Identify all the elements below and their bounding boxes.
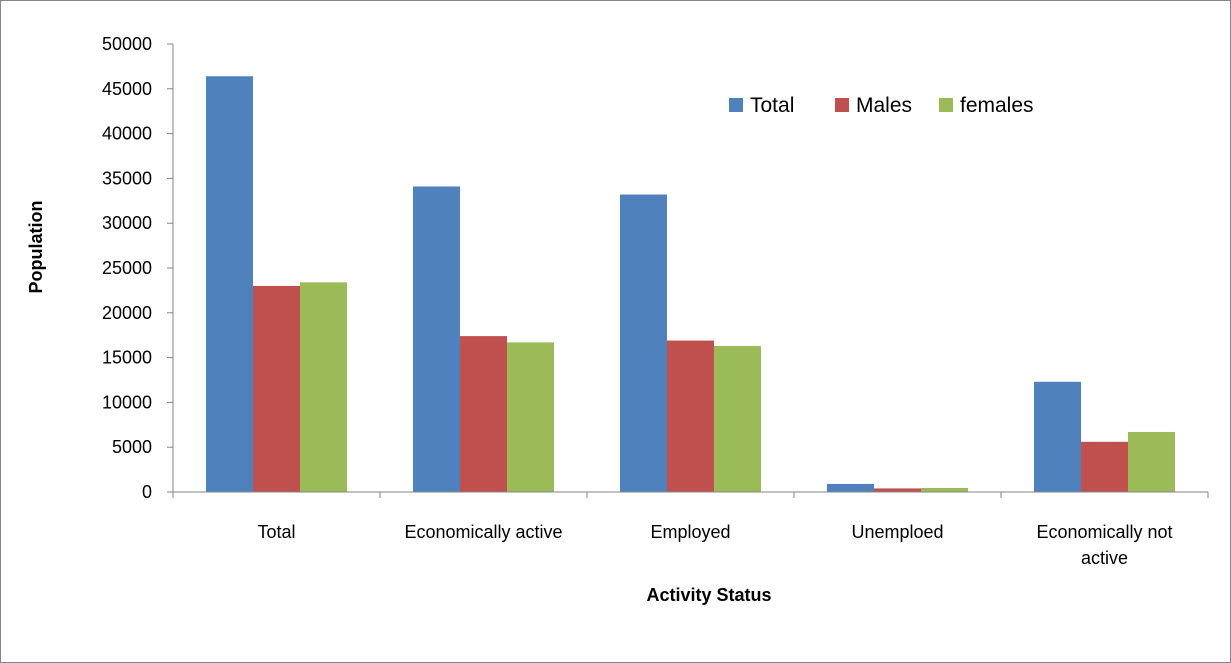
bar-total-3: [827, 483, 874, 492]
x-tick-label: Unemploed: [851, 522, 943, 542]
bars: [206, 76, 1175, 493]
y-axis-ticks: 0 5000 10000 15000 20000 25000 30000 35000 40000…: [102, 34, 173, 502]
bar-females-0: [300, 282, 347, 492]
y-tick-label: 5000: [112, 437, 152, 457]
y-tick-label: 15000: [102, 348, 152, 368]
bar-females-1: [507, 342, 554, 492]
bar-males-4: [1081, 441, 1128, 492]
y-tick-label: 50000: [102, 34, 152, 54]
legend-swatch-males: [835, 98, 849, 112]
y-tick-label: 25000: [102, 258, 152, 278]
bar-females-3: [921, 487, 968, 492]
bar-males-1: [460, 336, 507, 492]
y-axis-title: Population: [26, 201, 46, 294]
x-tick-label: Total: [257, 522, 295, 542]
x-axis-ticks: Total Economically active Employed Unemploe…: [172, 492, 1209, 568]
y-tick-label: 45000: [102, 79, 152, 99]
y-tick-label: 10000: [102, 392, 152, 412]
legend-label-females: females: [960, 94, 1034, 117]
bar-total-1: [413, 186, 460, 493]
bar-total-2: [620, 194, 667, 492]
bar-males-2: [667, 340, 714, 492]
bar-total-4: [1034, 381, 1081, 492]
legend-swatch-total: [729, 98, 743, 112]
bar-total-0: [206, 76, 253, 493]
y-tick-label: 20000: [102, 303, 152, 323]
axes: [172, 44, 1208, 493]
y-tick-label: 40000: [102, 124, 152, 144]
x-tick-label: Economically active: [404, 522, 562, 542]
bar-females-2: [714, 345, 761, 492]
y-tick-label: 0: [142, 482, 152, 502]
x-tick-label: Economically not active: [1036, 522, 1172, 568]
legend-label-total: Total: [750, 94, 794, 117]
legend-swatch-females: [939, 98, 953, 112]
y-tick-label: 30000: [102, 213, 152, 233]
bar-males-3: [874, 488, 921, 492]
x-tick-label: Employed: [650, 522, 730, 542]
x-axis-title: Activity Status: [646, 585, 771, 605]
bar-males-0: [253, 285, 300, 492]
bar-females-4: [1128, 431, 1175, 492]
legend-label-males: Males: [856, 94, 912, 117]
y-tick-label: 35000: [102, 168, 152, 188]
legend: Total Males females: [729, 94, 1034, 117]
